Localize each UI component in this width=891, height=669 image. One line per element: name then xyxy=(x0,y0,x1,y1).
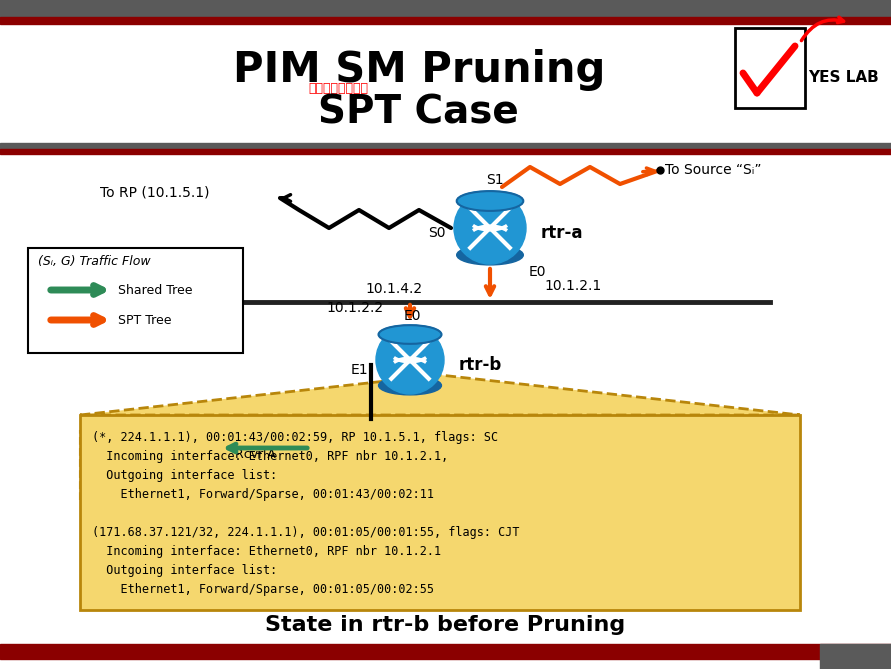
Text: State in rtr-b before Pruning: State in rtr-b before Pruning xyxy=(266,615,625,635)
Text: Rcvr A: Rcvr A xyxy=(235,448,275,462)
Text: (Sᵢ, G) Traffic Flow: (Sᵢ, G) Traffic Flow xyxy=(38,256,151,268)
Text: Shared Tree: Shared Tree xyxy=(118,284,192,296)
Text: 10.1.2.2: 10.1.2.2 xyxy=(326,301,383,315)
Bar xyxy=(80,415,800,610)
Text: To Source “Sᵢ”: To Source “Sᵢ” xyxy=(665,163,762,177)
Text: Ethernet1, Forward/Sparse, 00:01:05/00:02:55: Ethernet1, Forward/Sparse, 00:01:05/00:0… xyxy=(92,583,434,596)
Text: S0: S0 xyxy=(429,226,446,240)
Text: Outgoing interface list:: Outgoing interface list: xyxy=(92,564,277,577)
Polygon shape xyxy=(80,375,800,415)
Bar xyxy=(0,143,891,149)
Text: 10.1.4.2: 10.1.4.2 xyxy=(365,282,422,296)
Ellipse shape xyxy=(457,245,523,265)
Text: PIM SM Pruning: PIM SM Pruning xyxy=(233,49,605,91)
Bar xyxy=(0,0,891,18)
Text: E0: E0 xyxy=(404,309,421,323)
Text: (*, 224.1.1.1), 00:01:43/00:02:59, RP 10.1.5.1, flags: SC: (*, 224.1.1.1), 00:01:43/00:02:59, RP 10… xyxy=(92,431,498,444)
Text: Incoming interface: Ethernet0, RPF nbr 10.1.2.1: Incoming interface: Ethernet0, RPF nbr 1… xyxy=(92,545,441,558)
Text: Ethernet1, Forward/Sparse, 00:01:43/00:02:11: Ethernet1, Forward/Sparse, 00:01:43/00:0… xyxy=(92,488,434,501)
Text: rtr-a: rtr-a xyxy=(541,224,584,242)
Text: 最短路径树的修剪: 最短路径树的修剪 xyxy=(308,82,369,94)
Text: S1: S1 xyxy=(486,173,503,187)
Text: Outgoing interface list:: Outgoing interface list: xyxy=(92,469,277,482)
Ellipse shape xyxy=(457,191,523,211)
Bar xyxy=(0,154,891,614)
Ellipse shape xyxy=(376,326,444,394)
Polygon shape xyxy=(80,399,800,500)
Bar xyxy=(0,149,891,154)
Ellipse shape xyxy=(379,325,441,344)
Text: rtr-b: rtr-b xyxy=(459,356,503,374)
Text: Incoming interface: Ethernet0, RPF nbr 10.1.2.1,: Incoming interface: Ethernet0, RPF nbr 1… xyxy=(92,450,448,463)
Bar xyxy=(0,24,891,144)
Ellipse shape xyxy=(454,192,526,264)
Bar xyxy=(735,28,805,108)
Bar xyxy=(820,644,891,669)
Text: E0: E0 xyxy=(529,265,546,279)
Text: SPT Tree: SPT Tree xyxy=(118,314,171,326)
Text: 10.1.2.1: 10.1.2.1 xyxy=(544,279,601,293)
Text: (171.68.37.121/32, 224.1.1.1), 00:01:05/00:01:55, flags: CJT: (171.68.37.121/32, 224.1.1.1), 00:01:05/… xyxy=(92,526,519,539)
Ellipse shape xyxy=(379,376,441,395)
Bar xyxy=(0,26,891,143)
Text: To RP (10.1.5.1): To RP (10.1.5.1) xyxy=(100,186,209,200)
Bar xyxy=(0,18,891,26)
Text: YES LAB: YES LAB xyxy=(808,70,879,86)
Bar xyxy=(0,0,891,17)
Bar xyxy=(28,248,243,353)
Bar xyxy=(0,644,891,659)
Text: SPT Case: SPT Case xyxy=(318,93,519,131)
Bar xyxy=(0,17,891,24)
Text: E1: E1 xyxy=(350,363,368,377)
